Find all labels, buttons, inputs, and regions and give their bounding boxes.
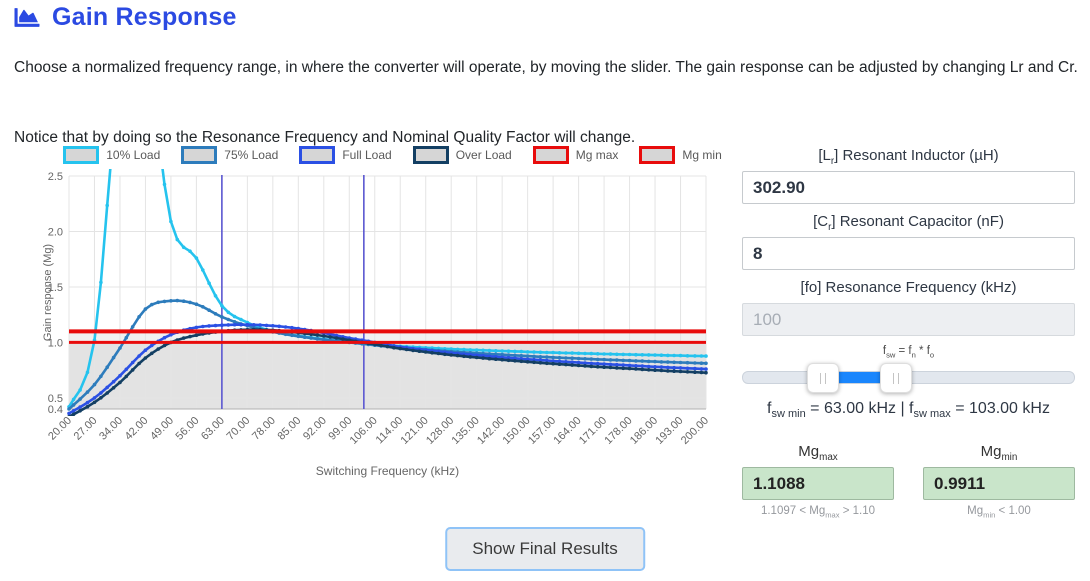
- gain-chart-plot: 2.5 2.0 1.5 1.0 0.50.420.0027.0034.0042.0049…: [42, 169, 711, 478]
- svg-text:85.00: 85.00: [275, 415, 303, 443]
- chart-area-icon: [14, 8, 40, 27]
- legend-item-75-load[interactable]: 75% Load: [181, 146, 278, 164]
- svg-text:157.00: 157.00: [526, 415, 558, 447]
- svg-text:193.00: 193.00: [653, 415, 685, 447]
- mgmax-label: Mgmax: [798, 443, 838, 463]
- svg-text:20.00: 20.00: [46, 415, 74, 443]
- svg-text:178.00: 178.00: [602, 415, 634, 447]
- svg-text:92.00: 92.00: [301, 415, 329, 443]
- svg-text:186.00: 186.00: [628, 415, 660, 447]
- svg-text:0.4: 0.4: [48, 404, 63, 416]
- lr-input[interactable]: [742, 171, 1075, 204]
- svg-text:135.00: 135.00: [450, 415, 482, 447]
- legend-label: Mg min: [682, 148, 722, 162]
- svg-text:164.00: 164.00: [551, 415, 583, 447]
- legend-swatch: [532, 146, 569, 164]
- fo-input: [742, 303, 1075, 336]
- mgmax-note: 1.1097 < Mgmax > 1.10: [760, 505, 876, 520]
- page-header: Gain Response: [13, 3, 237, 32]
- show-final-results-button[interactable]: Show Final Results: [445, 527, 645, 571]
- description-line-2: Notice that by doing so the Resonance Fr…: [14, 128, 636, 146]
- svg-text:142.00: 142.00: [475, 415, 507, 447]
- legend-label: 10% Load: [106, 148, 161, 162]
- svg-text:1.0: 1.0: [48, 337, 63, 349]
- mgmax-result: Mgmax 1.1088 1.1097 < Mgmax > 1.10: [742, 443, 894, 520]
- svg-text:49.00: 49.00: [148, 415, 176, 443]
- chart-legend: 10% Load 75% Load Full Load Over Load Mg max…: [40, 145, 745, 165]
- frequency-range-slider[interactable]: [742, 363, 1075, 393]
- svg-text:63.00: 63.00: [199, 415, 227, 443]
- svg-text:78.00: 78.00: [250, 415, 278, 443]
- fo-label: [fo] Resonance Frequency (kHz): [800, 279, 1017, 296]
- svg-text:2.0: 2.0: [48, 226, 63, 238]
- page-title: Gain Response: [52, 3, 237, 31]
- svg-text:171.00: 171.00: [577, 415, 609, 447]
- svg-text:42.00: 42.00: [123, 415, 151, 443]
- legend-label: Mg max: [575, 148, 619, 162]
- legend-item-over-load[interactable]: Over Load: [412, 146, 512, 164]
- svg-text:1.5: 1.5: [48, 282, 63, 294]
- svg-text:34.00: 34.00: [97, 415, 125, 443]
- slider-handle-min[interactable]: [806, 363, 839, 393]
- settings-panel: [Lr] Resonant Inductor (µH) [Cr] Resonan…: [742, 147, 1075, 520]
- legend-swatch: [299, 146, 336, 164]
- legend-swatch: [412, 146, 449, 164]
- legend-label: Full Load: [342, 148, 392, 162]
- cr-label: [Cr] Resonant Capacitor (nF): [813, 213, 1004, 233]
- description-line-1: Choose a normalized frequency range, in …: [14, 58, 1078, 76]
- svg-text:128.00: 128.00: [424, 415, 456, 447]
- slider-handle-max[interactable]: [880, 363, 913, 393]
- mgmin-note: Mgmin < 1.00: [967, 505, 1031, 520]
- svg-text:56.00: 56.00: [174, 415, 202, 443]
- mgmax-value: 1.1088: [742, 467, 894, 500]
- svg-text:200.00: 200.00: [679, 415, 711, 447]
- cr-input[interactable]: [742, 237, 1075, 270]
- mgmin-result: Mgmin 0.9911 Mgmin < 1.00: [923, 443, 1075, 520]
- legend-swatch: [63, 146, 100, 164]
- legend-swatch: [639, 146, 676, 164]
- legend-item-mg-min[interactable]: Mg min: [639, 146, 722, 164]
- slider-selected-range[interactable]: [821, 372, 896, 383]
- mgmin-value: 0.9911: [923, 467, 1075, 500]
- svg-text:150.00: 150.00: [500, 415, 532, 447]
- legend-label: Over Load: [455, 148, 512, 162]
- svg-text:Gain response (Mg): Gain response (Mg): [42, 244, 54, 341]
- mgmin-label: Mgmin: [980, 443, 1018, 463]
- gain-response-chart: 10% Load 75% Load Full Load Over Load Mg max…: [40, 145, 745, 490]
- svg-text:Switching Frequency (kHz): Switching Frequency (kHz): [316, 464, 459, 478]
- lr-label: [Lr] Resonant Inductor (µH): [818, 147, 999, 167]
- legend-item-mg-max[interactable]: Mg max: [532, 146, 619, 164]
- svg-text:2.5: 2.5: [48, 171, 63, 183]
- svg-text:70.00: 70.00: [225, 415, 253, 443]
- slider-formula-label: fsw = fn * fo: [882, 345, 935, 360]
- legend-label: 75% Load: [224, 148, 279, 162]
- svg-text:27.00: 27.00: [72, 415, 100, 443]
- legend-swatch: [181, 146, 218, 164]
- mg-results: Mgmax 1.1088 1.1097 < Mgmax > 1.10 Mgmin…: [742, 443, 1075, 520]
- fsw-range-text: fsw min = 63.00 kHz | fsw max = 103.00 k…: [767, 400, 1050, 421]
- svg-text:106.00: 106.00: [348, 415, 380, 447]
- legend-item-10-load[interactable]: 10% Load: [63, 146, 160, 164]
- svg-text:0.5: 0.5: [48, 393, 63, 405]
- svg-text:121.00: 121.00: [399, 415, 431, 447]
- legend-item-full-load[interactable]: Full Load: [299, 146, 392, 164]
